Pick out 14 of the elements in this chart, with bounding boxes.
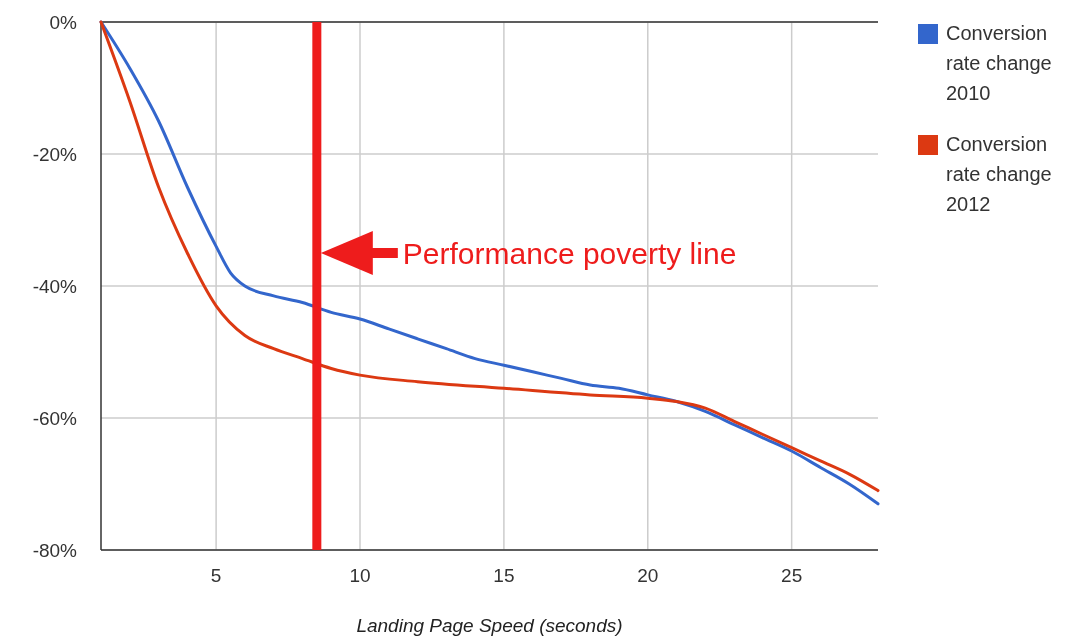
legend-label: Conversion rate change 2010 <box>946 22 1052 104</box>
x-tick-label: 10 <box>349 565 371 586</box>
ref-line-label: Performance poverty line <box>402 236 737 270</box>
x-tick-label: 20 <box>637 565 659 586</box>
x-tick-label: 25 <box>781 565 803 586</box>
x-axis-title: Landing Page Speed (seconds) <box>356 615 623 636</box>
y-tick-label: -80% <box>32 539 78 561</box>
x-tick-label: 15 <box>493 565 515 586</box>
y-tick-label: -20% <box>32 143 78 165</box>
y-tick-label: 0% <box>49 11 78 33</box>
legend-label: Conversion rate change 2012 <box>946 133 1052 215</box>
y-tick-label: -40% <box>32 275 78 297</box>
x-tick-label: 5 <box>210 565 222 586</box>
y-tick-label: -60% <box>32 407 78 429</box>
